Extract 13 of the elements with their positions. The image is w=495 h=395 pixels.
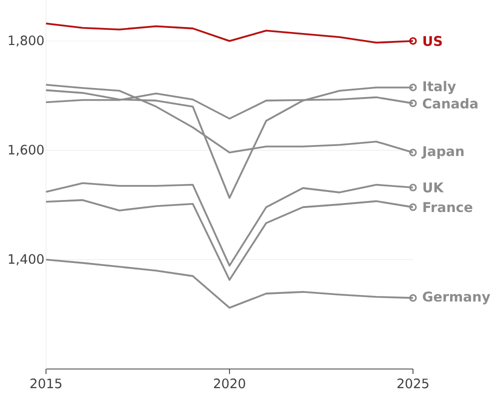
x-tick-label: 2015	[30, 378, 62, 388]
series-label: UK	[423, 182, 444, 192]
series-label: Italy	[423, 80, 456, 94]
series-label: US	[423, 36, 442, 46]
series-label: Japan	[421, 146, 464, 159]
y-tick-label: 1,600	[8, 144, 44, 156]
y-tick-label: 1,800	[8, 35, 44, 47]
series-label: Germany	[422, 291, 490, 304]
x-tick-label: 2025	[397, 378, 428, 388]
y-tick-label: 1,400	[8, 254, 44, 266]
series-label: France	[423, 202, 472, 212]
x-tick-label: 2020	[214, 378, 246, 388]
series-label: Canada	[422, 98, 478, 109]
